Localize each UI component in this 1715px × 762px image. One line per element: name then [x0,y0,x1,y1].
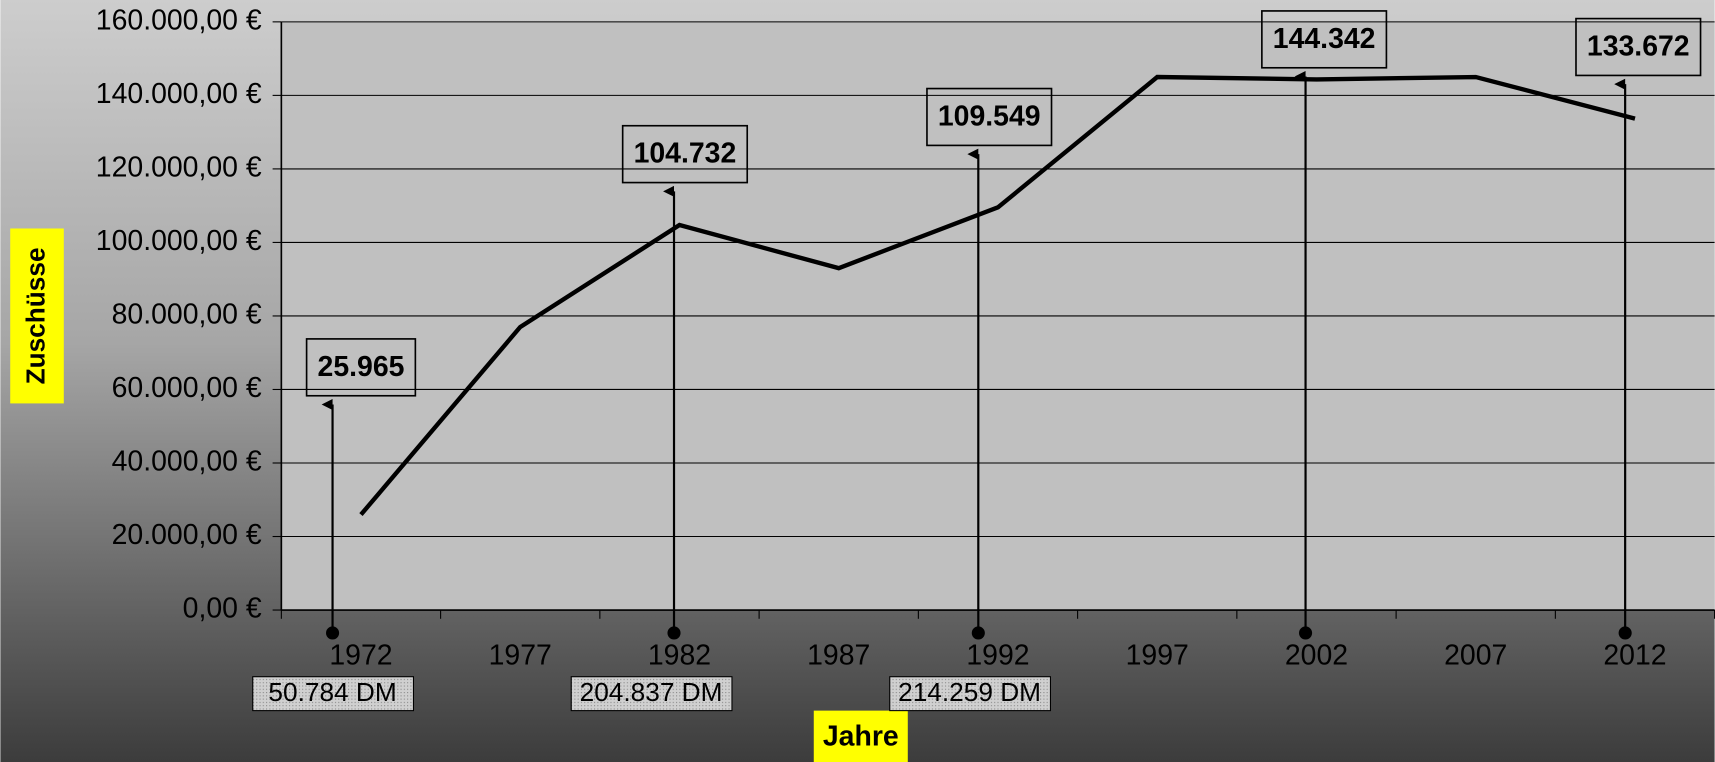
line [359,74,1636,517]
x-tick-label: 1987 [807,640,870,672]
value-label-box [1575,17,1702,77]
y-tick-label: 60.000,00 € [112,372,262,404]
y-tick-label: 40.000,00 € [112,445,262,477]
value-label: 109.549 [938,101,1041,133]
dm-label: 214.259 DM [898,677,1041,707]
value-label-box [621,124,749,184]
x-axis-label: Jahre [823,720,899,752]
dm-label-box [570,676,733,712]
y-tick-label: 120.000,00 € [96,151,262,183]
x-tick-label: 2007 [1444,640,1507,672]
value-label: 144.342 [1273,23,1376,55]
value-label-box [926,87,1053,147]
y-tick-label: 140.000,00 € [96,78,262,110]
y-tick-label: 20.000,00 € [112,519,262,551]
dm-label: 50.784 DM [268,677,396,707]
value-label: 104.732 [634,138,737,170]
dm-label: 204.837 DM [580,677,723,707]
y-tick-label: 100.000,00 € [96,225,262,257]
value-label-box [305,338,417,397]
dm-label-box [252,676,415,712]
x-tick-label: 2012 [1603,640,1666,672]
x-tick-label: 1997 [1126,640,1189,672]
y-axis-label: Zuschüsse [20,247,50,384]
value-label-box [1261,10,1388,69]
y-tick-label: 80.000,00 € [112,298,262,330]
y-tick-label: 0,00 € [183,593,262,625]
x-tick-label: 1972 [329,640,392,672]
x-label-bg [813,710,908,762]
x-tick-label: 2002 [1285,640,1348,672]
value-label: 25.965 [318,351,405,383]
dm-label-box [889,676,1052,712]
y-label-bg [10,228,64,404]
x-tick-label: 1982 [648,640,711,672]
value-label: 133.672 [1587,31,1690,63]
x-tick-label: 1992 [966,640,1029,672]
y-tick-label: 160.000,00 € [96,4,262,36]
x-tick-label: 1977 [489,640,552,672]
